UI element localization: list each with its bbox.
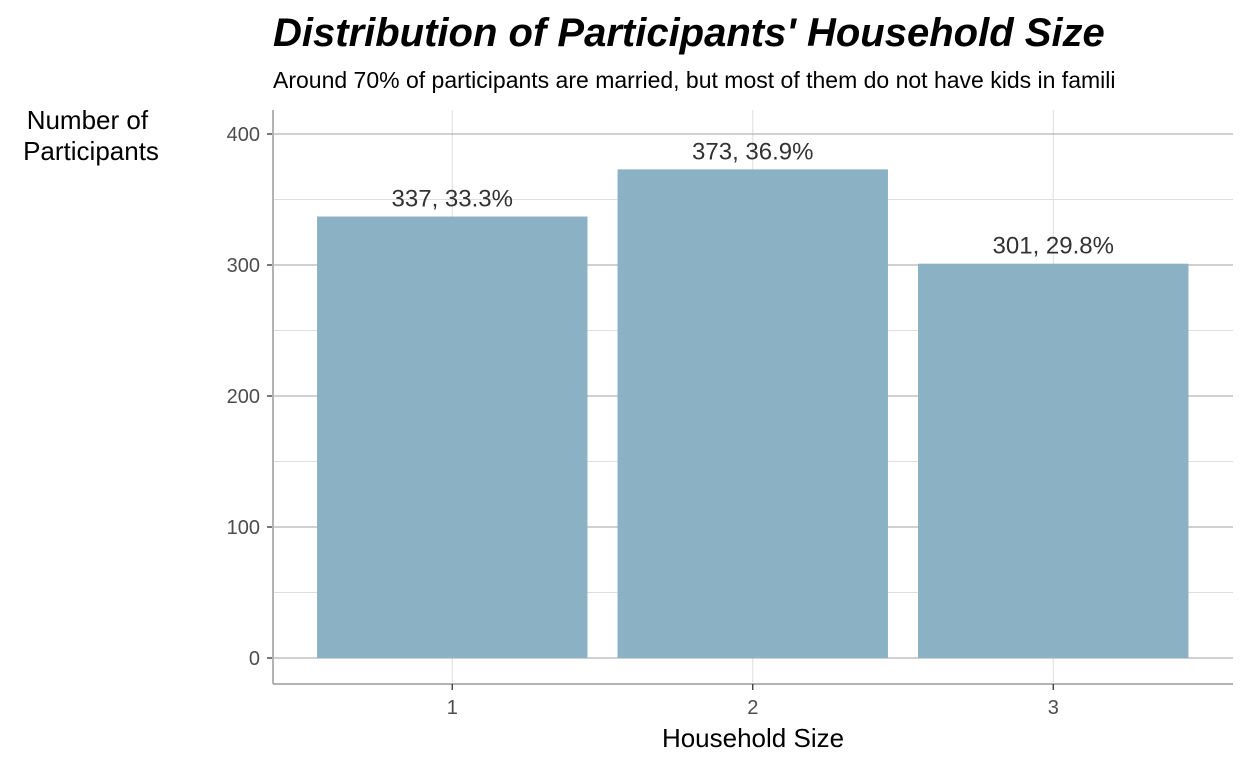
x-axis-title: Household Size xyxy=(662,723,844,753)
bar xyxy=(317,216,588,658)
bar-data-label: 337, 33.3% xyxy=(392,186,513,213)
y-tick-label: 400 xyxy=(227,124,260,146)
x-tick-label: 1 xyxy=(447,697,458,719)
y-tick-label: 300 xyxy=(227,255,260,277)
chart-title: Distribution of Participants' Household … xyxy=(273,11,1105,55)
bar xyxy=(617,169,888,658)
plot-area: 0 100 200 300 400 337, 33.3% 373, 36.9% 301, 29… xyxy=(227,110,1233,719)
chart-subtitle: Around 70% of participants are married, … xyxy=(273,67,1115,93)
y-tick-label: 100 xyxy=(227,517,260,539)
y-tick-label: 200 xyxy=(227,386,260,408)
y-axis-title-line-2: Participants xyxy=(23,136,159,166)
y-axis-title-line-1: Number of xyxy=(27,105,149,135)
bar-data-label: 373, 36.9% xyxy=(692,138,813,165)
y-axis-title: Number of Participants xyxy=(23,105,159,166)
y-tick-label: 0 xyxy=(249,648,260,670)
x-tick-label: 2 xyxy=(747,697,758,719)
bar xyxy=(918,263,1189,658)
x-tick-label: 3 xyxy=(1048,697,1059,719)
bar-data-label: 301, 29.8% xyxy=(993,233,1114,260)
